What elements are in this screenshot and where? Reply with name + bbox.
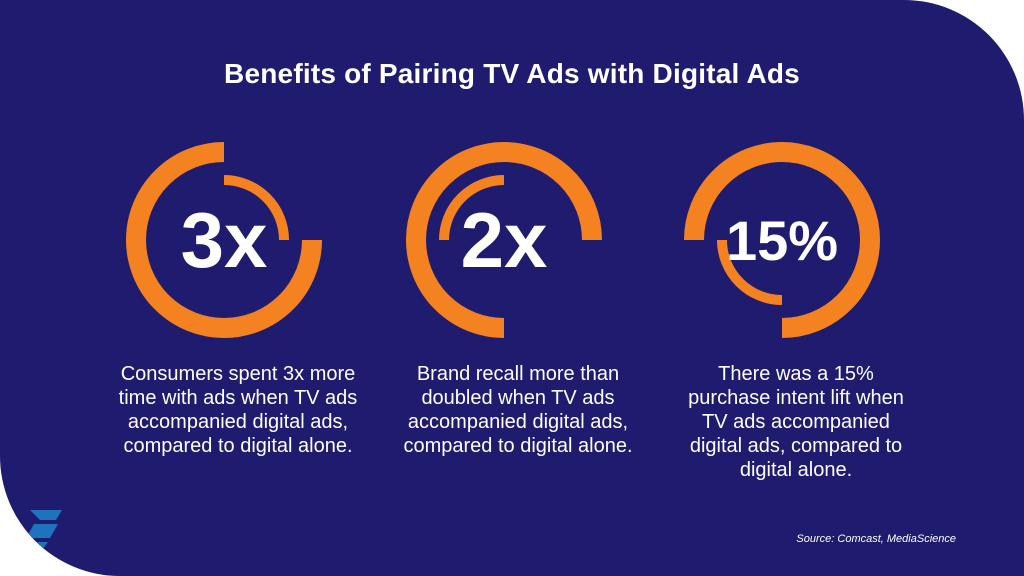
s-logo-icon [20, 510, 62, 550]
ring-arcs-icon [406, 142, 602, 338]
stat-ring-3x: 3x [124, 140, 324, 340]
stat-ring-2x: 2x [404, 140, 604, 340]
stat-value: 2x [460, 195, 548, 284]
stat-value: 3x [180, 195, 268, 284]
stat-description: There was a 15% purchase intent lift whe… [688, 363, 904, 481]
ring-arcs-icon [126, 142, 322, 338]
page-title: Benefits of Pairing TV Ads with Digital … [224, 58, 800, 89]
source-note: Source: Comcast, MediaScience [796, 533, 956, 545]
stat-value: 15% [725, 208, 839, 272]
stat-description: Consumers spent 3x more time with ads wh… [118, 363, 358, 457]
stat-ring-15-percent: 15% [682, 140, 882, 340]
stat-description: Brand recall more than doubled when TV a… [403, 363, 633, 457]
ring-arcs-icon [684, 142, 880, 338]
